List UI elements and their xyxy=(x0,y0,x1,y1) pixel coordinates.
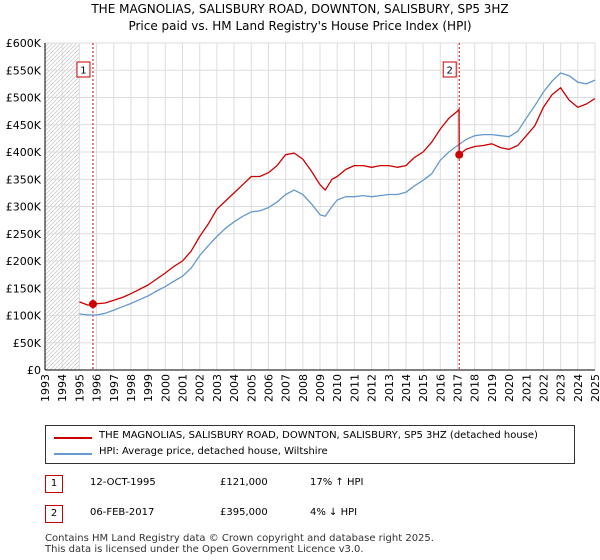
transaction-date: 06-FEB-2017 xyxy=(90,507,155,518)
x-tick-label: 2022 xyxy=(537,374,550,402)
x-tick-label: 2023 xyxy=(555,374,568,402)
sale-badge xyxy=(442,61,457,78)
y-tick-label: £450K xyxy=(6,119,42,132)
x-tick-label: 1993 xyxy=(39,374,52,402)
x-tick-label: 2001 xyxy=(177,374,190,402)
transaction-hpi: 4% ↓ HPI xyxy=(310,507,358,518)
y-tick-label: £50K xyxy=(13,337,42,350)
x-tick-label: 2005 xyxy=(245,374,258,402)
x-tick-label: 2019 xyxy=(486,374,499,402)
y-tick-label: £250K xyxy=(6,228,42,241)
y-tick-label: £400K xyxy=(6,146,42,159)
legend-label-property: THE MAGNOLIAS, SALISBURY ROAD, DOWNTON, … xyxy=(99,430,538,441)
x-tick-label: 2002 xyxy=(194,374,207,402)
x-tick-label: 2010 xyxy=(331,374,344,402)
transaction-price: £121,000 xyxy=(220,477,268,488)
x-tick-label: 2012 xyxy=(366,374,379,402)
x-tick-label: 2014 xyxy=(400,374,413,402)
series-line-property xyxy=(79,87,596,306)
x-tick-label: 2024 xyxy=(572,374,585,402)
y-tick-label: £150K xyxy=(6,282,42,295)
x-tick-label: 1996 xyxy=(91,374,104,402)
sale-badge-label: 2 xyxy=(447,66,453,77)
y-tick-label: £350K xyxy=(6,173,42,186)
y-tick-label: £200K xyxy=(6,255,42,268)
legend-label-hpi: HPI: Average price, detached house, Wilt… xyxy=(99,446,328,457)
sale-badge-label: 1 xyxy=(80,66,86,77)
sale-point xyxy=(88,300,97,309)
transaction-price: £395,000 xyxy=(220,507,268,518)
transaction-hpi: 17% ↑ HPI xyxy=(310,477,364,488)
x-tick-label: 2004 xyxy=(228,374,241,402)
x-tick-label: 2020 xyxy=(503,374,516,402)
x-tick-label: 2021 xyxy=(520,374,533,402)
footer: Contains HM Land Registry data © Crown c… xyxy=(45,533,434,555)
price-chart: £0 £50K £100K £150K £200K £250K £300K £350K £400… xyxy=(6,37,600,402)
y-tick-label: £500K xyxy=(6,92,42,105)
legend-swatch-property xyxy=(54,437,92,439)
transaction-date: 12-OCT-1995 xyxy=(90,477,156,488)
x-tick-label: 1995 xyxy=(73,374,86,402)
x-tick-label: 2008 xyxy=(297,374,310,402)
legend-swatch-hpi xyxy=(54,453,92,455)
x-tick-label: 1994 xyxy=(56,374,69,402)
chart-title: THE MAGNOLIAS, SALISBURY ROAD, DOWNTON, … xyxy=(91,2,509,16)
y-tick-label: £600K xyxy=(6,37,42,50)
transaction-row: 2 06-FEB-2017 £395,000 4% ↓ HPI xyxy=(45,503,585,525)
x-tick-label: 1999 xyxy=(142,374,155,402)
x-tick-label: 2025 xyxy=(589,374,600,402)
y-tick-label: £300K xyxy=(6,201,42,214)
sale-point xyxy=(455,150,464,159)
x-tick-label: 2013 xyxy=(383,374,396,402)
transaction-badge: 1 xyxy=(45,475,63,493)
x-tick-label: 2016 xyxy=(434,374,447,402)
x-tick-label: 2017 xyxy=(452,374,465,402)
x-tick-label: 2000 xyxy=(159,374,172,402)
y-tick-label: £550K xyxy=(6,64,42,77)
x-tick-label: 2011 xyxy=(348,374,361,402)
y-tick-label: £100K xyxy=(6,310,42,323)
transaction-badge: 2 xyxy=(45,505,63,523)
x-tick-label: 1997 xyxy=(108,374,121,402)
legend: THE MAGNOLIAS, SALISBURY ROAD, DOWNTON, … xyxy=(45,425,575,464)
x-tick-label: 2003 xyxy=(211,374,224,402)
x-tick-label: 2009 xyxy=(314,374,327,402)
x-tick-label: 1998 xyxy=(125,374,138,402)
x-tick-label: 2015 xyxy=(417,374,430,402)
y-tick-label: £0 xyxy=(27,364,41,377)
x-tick-label: 2007 xyxy=(280,374,293,402)
chart-subtitle: Price paid vs. HM Land Registry's House … xyxy=(128,19,472,33)
x-tick-label: 2006 xyxy=(262,374,275,402)
series-line-hpi xyxy=(79,72,596,316)
footer-copyright: Contains HM Land Registry data © Crown c… xyxy=(45,533,434,544)
sale-badge xyxy=(76,61,91,78)
transaction-row: 1 12-OCT-1995 £121,000 17% ↑ HPI xyxy=(45,473,585,495)
x-tick-label: 2018 xyxy=(469,374,482,402)
footer-licence: This data is licensed under the Open Gov… xyxy=(45,544,364,555)
